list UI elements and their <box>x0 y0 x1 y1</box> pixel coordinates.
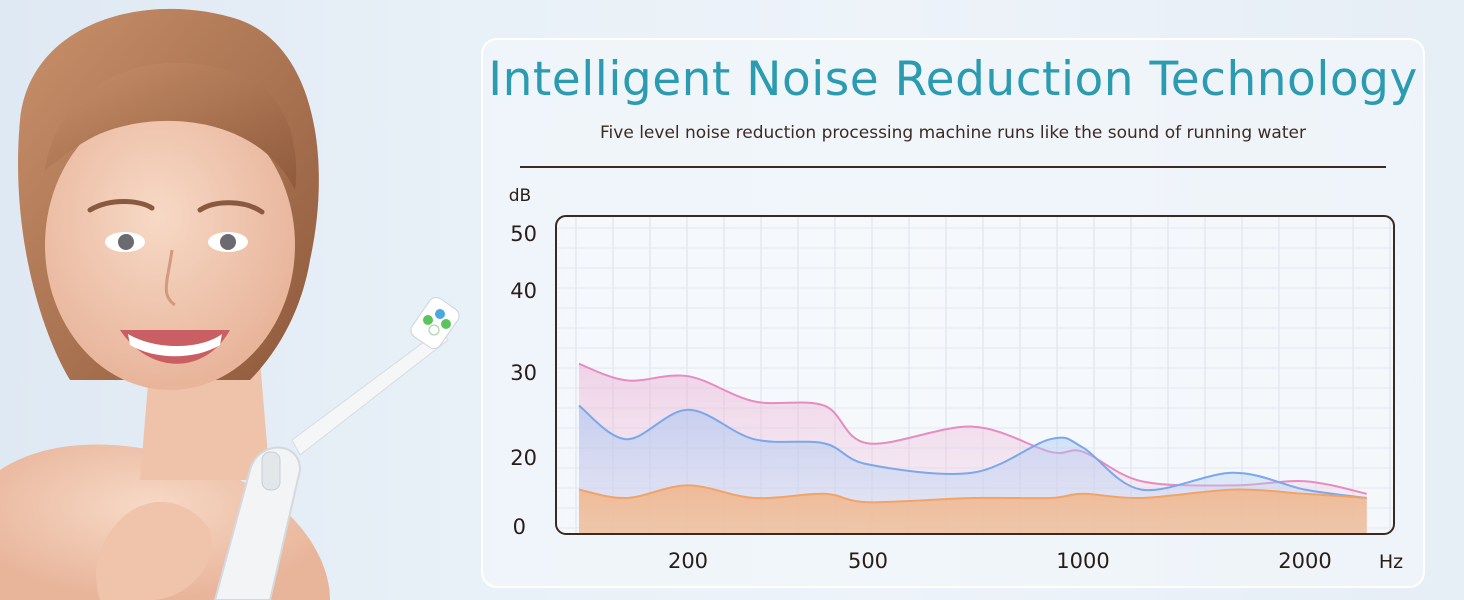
page-subtitle: Five level noise reduction processing ma… <box>600 123 1306 143</box>
x-tick-label: 200 <box>668 549 708 573</box>
series-blue-line <box>578 404 1367 499</box>
x-tick-label: 500 <box>848 549 888 573</box>
woman-with-toothbrush-photo <box>0 8 460 600</box>
title-divider <box>520 166 1386 168</box>
y-tick-label: 20 <box>510 446 537 470</box>
y-tick-label: 30 <box>510 361 537 385</box>
x-tick-label: 1000 <box>1056 549 1109 573</box>
page-title: Intelligent Noise Reduction Technology <box>488 52 1418 107</box>
y-tick-label: 40 <box>510 279 537 303</box>
x-axis-label: Hz <box>1379 551 1403 573</box>
x-tick-label: 2000 <box>1278 549 1331 573</box>
plot-frame <box>555 215 1395 535</box>
y-axis-label: dB <box>509 186 531 206</box>
y-tick-label: 0 <box>513 515 526 539</box>
series-orange-area <box>578 485 1367 534</box>
series-orange-line <box>578 484 1367 504</box>
y-tick-label: 50 <box>510 222 537 246</box>
